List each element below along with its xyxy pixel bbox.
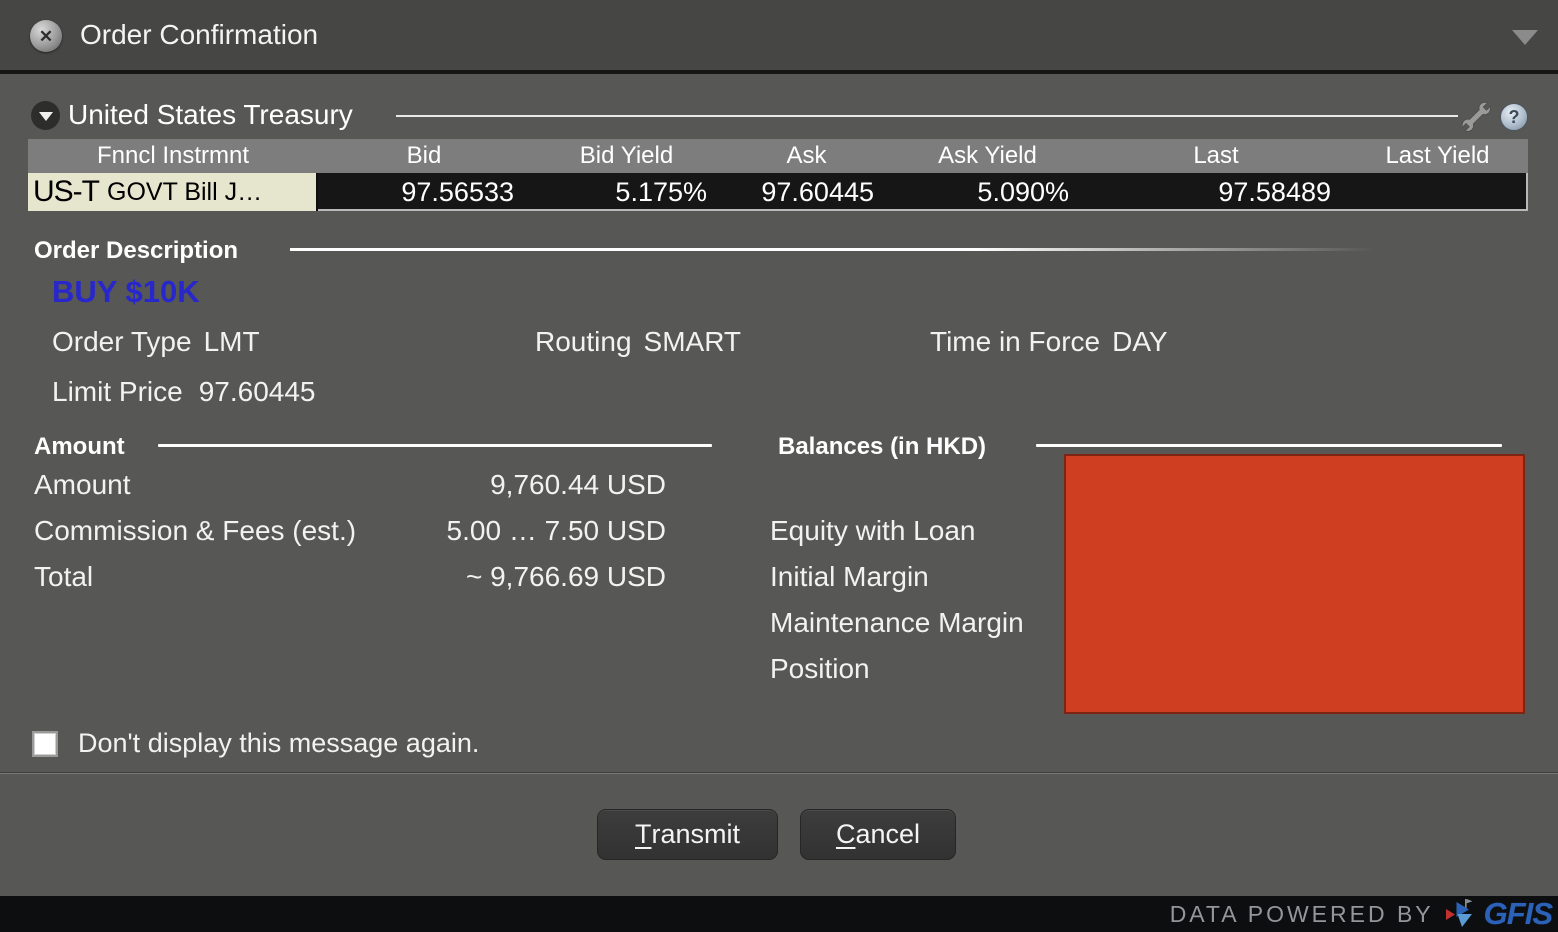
last-value: 97.58489 (1218, 176, 1331, 207)
order-type-label: Order Type (52, 326, 192, 357)
equity-with-loan-label: Equity with Loan (770, 515, 976, 546)
titlebar: ✕ Order Confirmation (0, 0, 1558, 70)
order-description-title: Order Description (34, 237, 239, 264)
section-rule (290, 248, 1375, 251)
time-in-force-field: Time in Force DAY (930, 326, 1168, 358)
cancel-button-rest: ancel (855, 819, 921, 849)
footer-divider (0, 772, 1558, 774)
bid-value: 97.56533 (401, 176, 514, 207)
column-header-bid-yield: Bid Yield (579, 142, 674, 169)
time-in-force-value: DAY (1112, 326, 1168, 357)
column-header-last: Last (1193, 142, 1239, 169)
amount-label: Amount (34, 469, 131, 500)
order-type-field: Order Type LMT (52, 326, 260, 358)
section-rule (1036, 444, 1502, 447)
close-icon: ✕ (38, 26, 54, 46)
ask-yield-value: 5.090% (977, 176, 1069, 207)
amount-row: Amount 9,760.44 USD (34, 462, 666, 508)
settings-wrench-button[interactable] (1461, 101, 1492, 132)
position-label: Position (770, 653, 870, 684)
routing-field: Routing SMART (535, 326, 741, 358)
transmit-button-initial: T (634, 819, 652, 849)
amount-rows: Amount 9,760.44 USD Commission & Fees (e… (34, 462, 666, 600)
triangle-down-icon (38, 112, 53, 121)
column-header-ask-yield: Ask Yield (938, 142, 1037, 169)
limit-price-value: 97.60445 (198, 376, 316, 407)
column-header-ask: Ask (786, 142, 827, 169)
instrument-section-title: United States Treasury (68, 99, 353, 130)
column-header-bid: Bid (406, 142, 442, 169)
dont-display-label: Don't display this message again. (78, 728, 480, 758)
cancel-button-initial: C (835, 819, 856, 849)
amount-section-title: Amount (34, 433, 125, 460)
gfis-logo-text: GFIS (1483, 896, 1553, 931)
quote-table-row[interactable]: US-T GOVT Bill J… 97.56533 5.175% 97.604… (28, 173, 1528, 211)
order-type-value: LMT (203, 326, 260, 357)
time-in-force-label: Time in Force (930, 326, 1101, 357)
help-button[interactable]: ? (1500, 103, 1528, 131)
section-rule (158, 444, 712, 447)
bid-yield-value: 5.175% (615, 176, 707, 207)
balances-redaction-box (1064, 454, 1525, 714)
column-header-instrument: Fnncl Instrmnt (96, 142, 250, 169)
transmit-button-rest: ransmit (651, 819, 740, 849)
data-powered-by-text: DATA POWERED BY (1169, 900, 1434, 927)
balances-labels: Equity with Loan Initial Margin Maintena… (770, 508, 1024, 692)
ask-value: 97.60445 (761, 176, 874, 207)
total-value: ~ 9,766.69 USD (465, 561, 666, 592)
limit-price-label: Limit Price (52, 376, 183, 407)
column-header-last-yield: Last Yield (1385, 142, 1490, 169)
section-rule (396, 115, 1458, 117)
collapse-section-button[interactable] (31, 101, 60, 130)
initial-margin-label: Initial Margin (770, 561, 929, 592)
footer-bar: DATA POWERED BY GFIS (0, 896, 1558, 932)
dont-display-option: Don't display this message again. (32, 728, 479, 759)
gfis-logo-icon (1445, 899, 1473, 927)
order-action: BUY $10K (52, 274, 200, 309)
commission-label: Commission & Fees (est.) (34, 515, 357, 546)
maintenance-margin-label: Maintenance Margin (770, 607, 1024, 638)
question-icon: ? (1508, 106, 1520, 127)
amount-value: 9,760.44 USD (490, 469, 666, 500)
commission-row: Commission & Fees (est.) 5.00 … 7.50 USD (34, 508, 666, 554)
total-row: Total ~ 9,766.69 USD (34, 554, 666, 600)
window-title: Order Confirmation (80, 19, 319, 50)
instrument-cell: US-T GOVT Bill J… (28, 173, 318, 211)
quote-table: Fnncl Instrmnt Bid Bid Yield Ask Ask Yie… (28, 139, 1528, 211)
total-label: Total (34, 561, 94, 592)
instrument-description: GOVT Bill J… (107, 177, 263, 206)
wrench-icon (1461, 101, 1491, 132)
instrument-symbol: US-T (33, 175, 100, 208)
routing-label: Routing (535, 326, 632, 357)
limit-price-field: Limit Price 97.60445 (52, 376, 316, 408)
chevron-down-icon[interactable] (1512, 30, 1538, 45)
commission-value: 5.00 … 7.50 USD (446, 515, 666, 546)
routing-value: SMART (643, 326, 742, 357)
dont-display-checkbox[interactable] (32, 730, 58, 757)
close-button[interactable]: ✕ (30, 20, 62, 52)
quote-table-header: Fnncl Instrmnt Bid Bid Yield Ask Ask Yie… (28, 139, 1528, 173)
titlebar-separator (0, 70, 1558, 74)
balances-section-title: Balances (in HKD) (778, 433, 987, 460)
